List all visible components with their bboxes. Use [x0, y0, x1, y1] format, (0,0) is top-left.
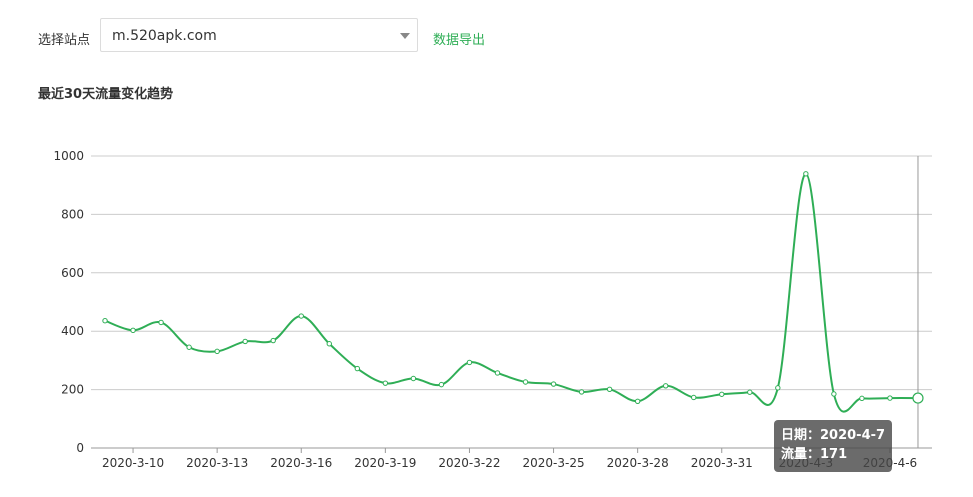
- data-point: [662, 383, 669, 389]
- data-point: [634, 398, 641, 404]
- data-point: [438, 381, 445, 388]
- data-point: [859, 395, 865, 402]
- data-point: [691, 394, 697, 401]
- x-tick-label: 2020-3-13: [186, 456, 248, 470]
- data-point: [298, 313, 304, 319]
- x-tick-label: 2020-3-25: [522, 456, 584, 470]
- data-point: [494, 370, 501, 376]
- x-tick-label: 2020-3-10: [102, 456, 164, 470]
- data-point: [887, 395, 893, 401]
- chart-title: 最近30天流量变化趋势: [38, 87, 174, 102]
- data-point: [912, 392, 924, 404]
- chart-tooltip: 日期：2020-4-7 流量：171: [774, 420, 892, 472]
- data-point: [102, 317, 108, 324]
- y-tick-label: 400: [61, 324, 84, 338]
- chevron-down-icon[interactable]: [400, 33, 410, 39]
- y-tick-label: 1000: [53, 149, 84, 163]
- data-point: [719, 391, 725, 397]
- data-point: [242, 338, 248, 345]
- site-select[interactable]: m.520apk.com: [100, 18, 418, 52]
- data-point: [410, 375, 417, 382]
- x-tick-label: 2020-3-28: [607, 456, 669, 470]
- data-point: [382, 380, 389, 386]
- x-tick-label: 2020-3-31: [691, 456, 753, 470]
- data-point: [158, 319, 164, 326]
- tooltip-date: 日期：2020-4-7: [781, 428, 886, 443]
- series-line: [104, 172, 918, 413]
- data-point: [270, 337, 276, 344]
- data-point: [354, 365, 361, 372]
- y-tick-label: 600: [61, 266, 84, 280]
- site-select-value: m.520apk.com: [112, 28, 217, 44]
- tooltip-value: 流量：171: [781, 447, 848, 462]
- data-point: [326, 341, 332, 347]
- data-point: [186, 344, 192, 350]
- data-point: [775, 385, 781, 391]
- data-point: [831, 391, 837, 397]
- y-tick-label: 200: [61, 383, 84, 397]
- x-tick-label: 2020-3-16: [270, 456, 332, 470]
- y-tick-label: 0: [76, 441, 84, 455]
- data-point: [803, 171, 809, 177]
- data-point: [550, 381, 557, 387]
- data-point: [130, 327, 136, 334]
- x-tick-label: 2020-3-19: [354, 456, 416, 470]
- y-tick-label: 800: [61, 207, 84, 221]
- x-tick-label: 2020-3-22: [438, 456, 500, 470]
- site-select-label: 选择站点: [38, 33, 91, 48]
- data-point: [214, 348, 220, 355]
- data-point: [747, 389, 753, 395]
- data-point: [606, 386, 613, 393]
- data-point: [466, 359, 473, 366]
- data-point: [522, 379, 529, 385]
- data-point: [578, 389, 585, 395]
- export-data-link[interactable]: 数据导出: [433, 33, 486, 48]
